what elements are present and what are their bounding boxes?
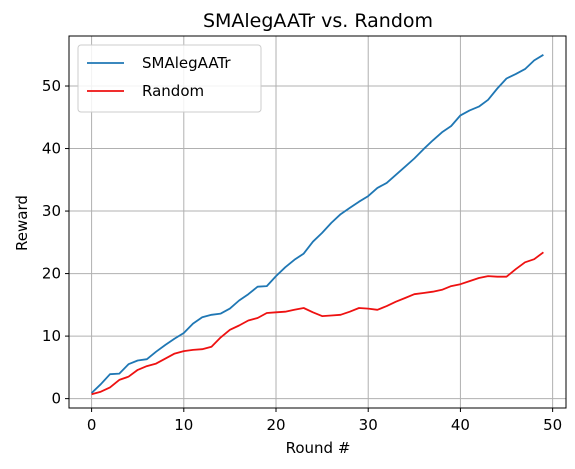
x-tick-label: 50 xyxy=(543,416,562,434)
x-tick-label: 20 xyxy=(266,416,285,434)
y-axis-label: Reward xyxy=(13,195,31,251)
series-line-random xyxy=(91,251,544,396)
legend-box xyxy=(77,44,262,113)
grid xyxy=(69,36,566,408)
y-tick-label: 30 xyxy=(42,202,61,220)
chart-title: SMAlegAATr vs. Random xyxy=(203,10,433,32)
x-tick-label: 10 xyxy=(174,416,193,434)
legend: SMAlegAATr Random xyxy=(77,44,262,113)
axis-ticks: 0 10 20 30 40 50 0 10 20 30 40 50 xyxy=(42,77,562,434)
x-tick-label: 30 xyxy=(359,416,378,434)
x-axis-label: Round # xyxy=(286,439,351,457)
x-tick-label: 40 xyxy=(451,416,470,434)
legend-label: Random xyxy=(142,82,204,100)
y-tick-label: 10 xyxy=(42,327,61,345)
x-tick-label: 0 xyxy=(87,416,97,434)
series-line-smalegaatr xyxy=(90,54,544,394)
y-tick-label: 0 xyxy=(51,390,61,408)
series-lines xyxy=(90,54,544,396)
plot-frame xyxy=(68,35,567,409)
y-tick-label: 40 xyxy=(42,140,61,158)
legend-label: SMAlegAATr xyxy=(142,54,231,72)
y-tick-label: 50 xyxy=(42,77,61,95)
y-tick-label: 20 xyxy=(42,265,61,283)
